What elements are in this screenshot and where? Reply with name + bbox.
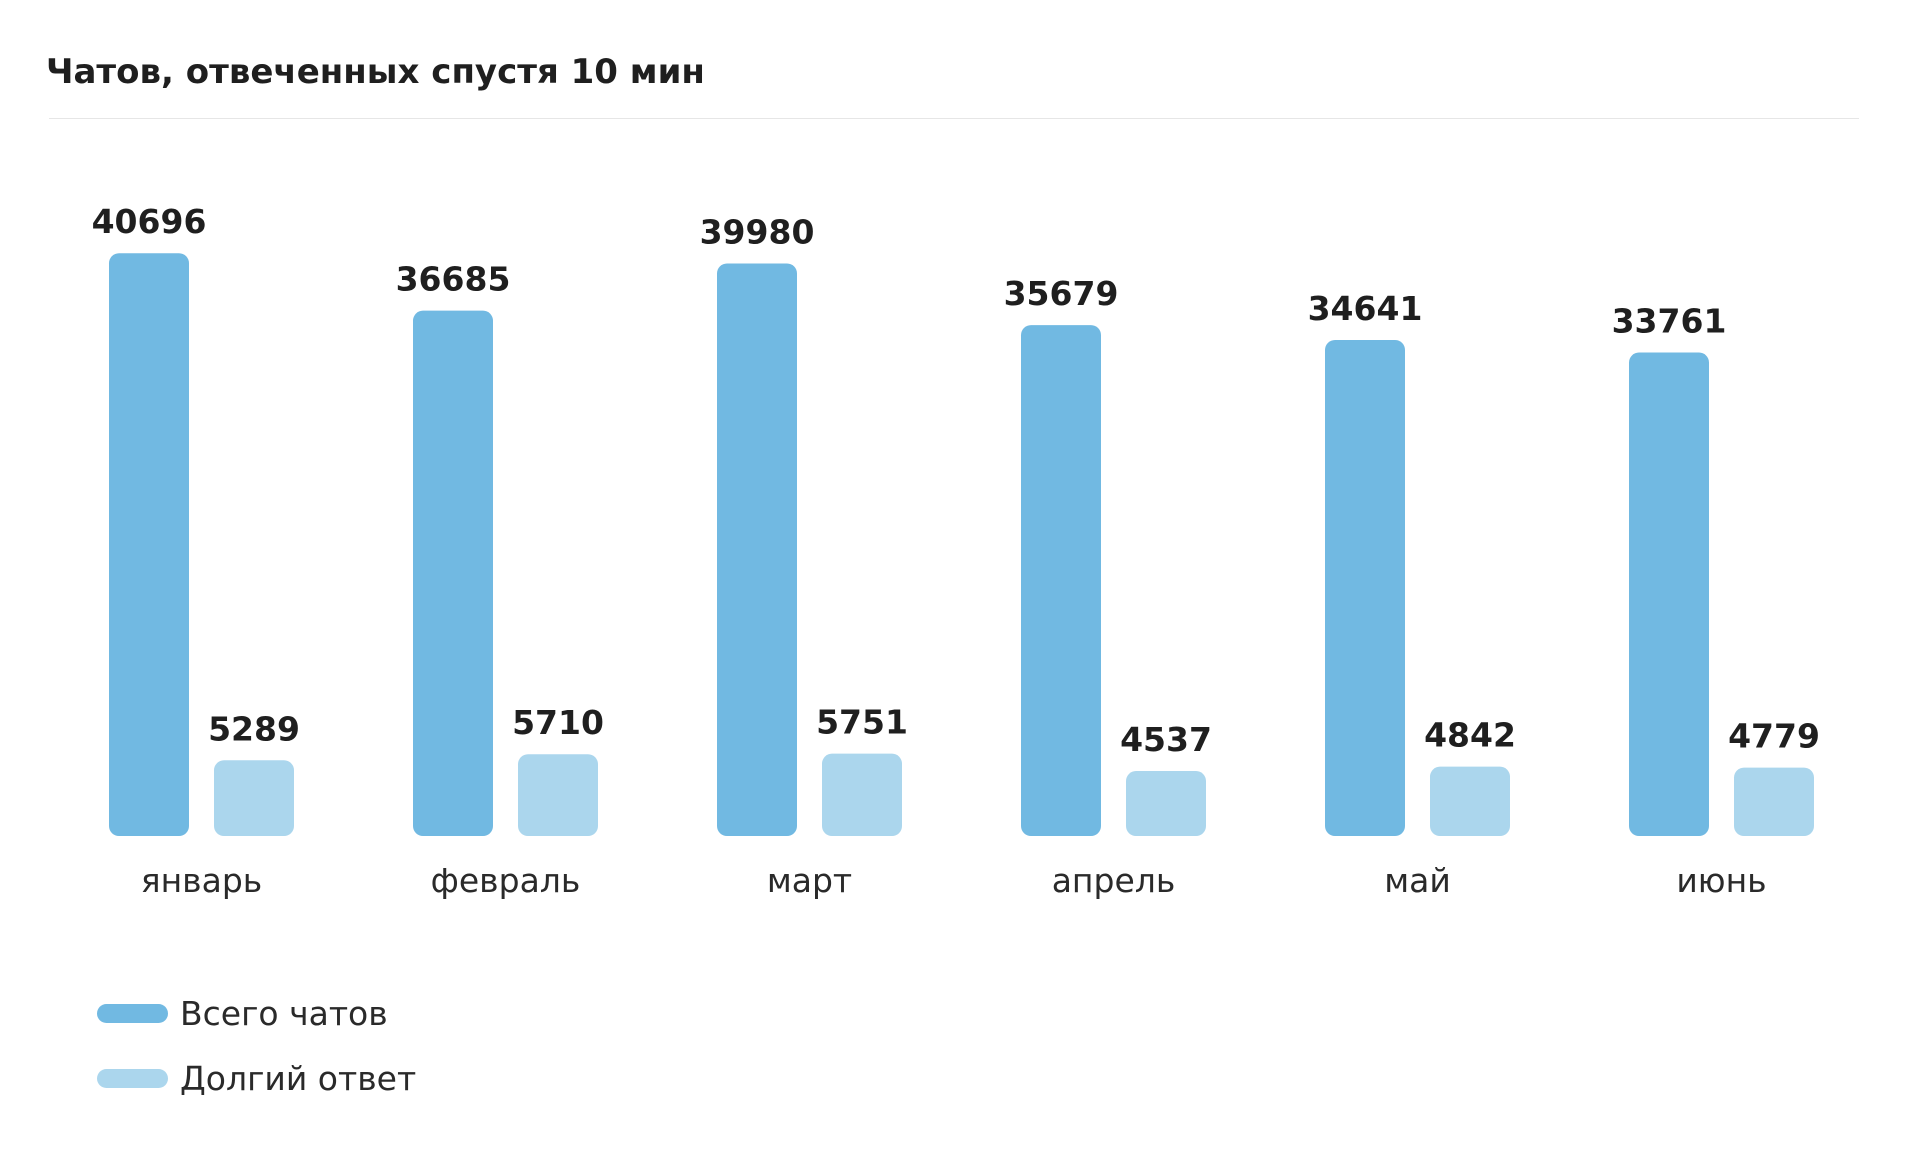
bar-long-5 [1430,766,1510,836]
chart-legend: Всего чатов Долгий ответ [97,993,417,1125]
data-label-total-5: 34641 [1308,289,1423,328]
legend-item-long: Долгий ответ [97,1058,417,1098]
data-label-long-4: 4537 [1120,720,1212,759]
category-label-3: март [767,861,852,900]
data-label-total-1: 40696 [92,202,207,241]
data-label-long-6: 4779 [1728,717,1820,756]
data-label-total-4: 35679 [1004,274,1119,313]
category-label-1: январь [141,861,263,900]
title-divider [49,118,1859,119]
data-label-total-2: 36685 [396,260,511,299]
legend-label-total: Всего чатов [180,993,388,1033]
chart-title: Чатов, отвеченных спустя 10 мин [46,52,705,92]
category-label-5: май [1384,861,1451,900]
bar-total-4 [1021,325,1101,836]
legend-swatch-long [97,1068,168,1088]
bar-total-1 [109,253,189,836]
bar-long-2 [518,754,598,836]
bar-total-5 [1325,339,1405,836]
data-label-long-1: 5289 [208,709,300,748]
bar-long-1 [214,760,294,836]
data-label-long-2: 5710 [512,703,604,742]
bar-long-3 [822,753,902,836]
bar-long-4 [1126,771,1206,836]
bar-total-6 [1629,352,1709,836]
legend-item-total: Всего чатов [97,993,416,1033]
data-label-long-3: 5751 [816,703,908,742]
data-label-total-3: 39980 [700,212,815,251]
category-label-2: февраль [431,861,581,900]
data-label-long-5: 4842 [1424,716,1516,755]
category-label-4: апрель [1052,861,1176,900]
legend-swatch-total [97,1003,168,1023]
legend-label-long: Долгий ответ [180,1058,417,1098]
category-label-6: июнь [1676,861,1766,900]
data-label-total-6: 33761 [1612,302,1727,341]
bar-long-6 [1734,767,1814,836]
bar-total-2 [413,310,493,837]
bar-total-3 [717,263,797,836]
